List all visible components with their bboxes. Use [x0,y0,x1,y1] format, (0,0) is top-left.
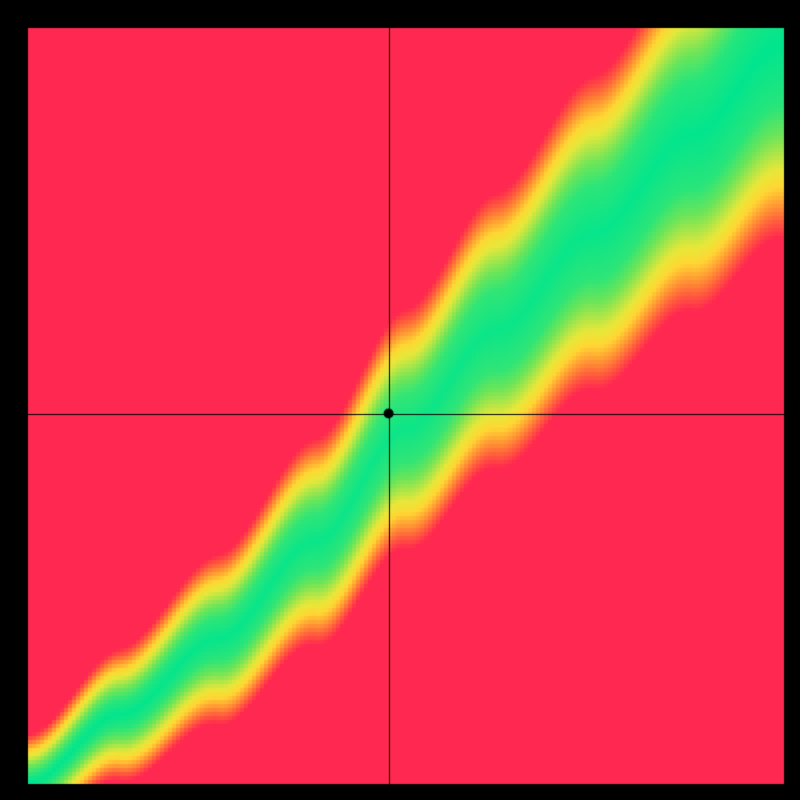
chart-container: TheBottleneck.com [0,0,800,800]
watermark-label: TheBottleneck.com [549,2,774,30]
heatmap-canvas [0,0,800,800]
